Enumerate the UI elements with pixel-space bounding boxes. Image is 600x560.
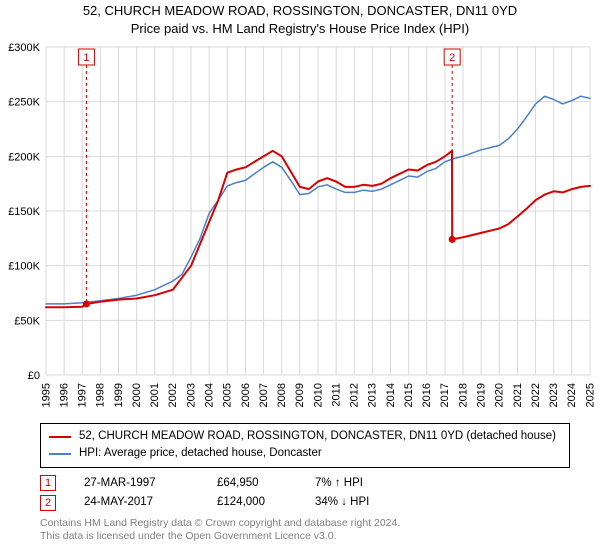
- legend-swatch: [49, 453, 71, 455]
- svg-text:2012: 2012: [349, 383, 361, 407]
- svg-text:£0: £0: [28, 370, 40, 382]
- svg-text:1997: 1997: [77, 383, 89, 407]
- svg-text:2008: 2008: [276, 383, 288, 407]
- svg-text:2022: 2022: [530, 383, 542, 407]
- svg-text:1998: 1998: [95, 383, 107, 407]
- svg-text:2017: 2017: [439, 383, 451, 407]
- svg-text:2019: 2019: [476, 383, 488, 407]
- transaction-marker-1: 1: [40, 475, 56, 491]
- svg-text:2021: 2021: [512, 383, 524, 407]
- svg-text:2002: 2002: [167, 383, 179, 407]
- svg-text:2018: 2018: [457, 383, 469, 407]
- svg-text:2004: 2004: [203, 383, 215, 407]
- svg-text:2005: 2005: [222, 383, 234, 407]
- legend-swatch: [49, 436, 71, 438]
- svg-text:1996: 1996: [58, 383, 70, 407]
- svg-text:2023: 2023: [548, 383, 560, 407]
- svg-text:£150K: £150K: [8, 206, 40, 218]
- svg-text:2013: 2013: [367, 383, 379, 407]
- svg-text:£50K: £50K: [14, 315, 40, 327]
- transactions-table: 1 27-MAR-1997 £64,950 7% ↑ HPI 2 24-MAY-…: [40, 474, 570, 513]
- svg-text:2: 2: [449, 52, 455, 64]
- svg-text:2020: 2020: [494, 383, 506, 407]
- svg-text:2016: 2016: [421, 383, 433, 407]
- svg-text:£100K: £100K: [8, 261, 40, 273]
- transaction-price: £124,000: [217, 493, 287, 513]
- legend-item: 52, CHURCH MEADOW ROAD, ROSSINGTON, DONC…: [49, 428, 561, 445]
- svg-text:2011: 2011: [330, 383, 342, 407]
- footer-line: Contains HM Land Registry data © Crown c…: [40, 517, 570, 531]
- table-row: 1 27-MAR-1997 £64,950 7% ↑ HPI: [40, 474, 570, 494]
- legend-label: HPI: Average price, detached house, Donc…: [79, 445, 322, 462]
- svg-text:2001: 2001: [149, 383, 161, 407]
- transaction-date: 24-MAY-2017: [84, 493, 189, 513]
- legend-item: HPI: Average price, detached house, Donc…: [49, 445, 561, 462]
- svg-text:2025: 2025: [584, 383, 596, 407]
- svg-text:2007: 2007: [258, 383, 270, 407]
- transaction-marker-2: 2: [40, 495, 56, 511]
- svg-text:£200K: £200K: [8, 151, 40, 163]
- footer-attribution: Contains HM Land Registry data © Crown c…: [40, 517, 570, 544]
- chart-title: 52, CHURCH MEADOW ROAD, ROSSINGTON, DONC…: [0, 2, 600, 37]
- svg-text:2015: 2015: [403, 383, 415, 407]
- legend-label: 52, CHURCH MEADOW ROAD, ROSSINGTON, DONC…: [79, 428, 556, 445]
- table-row: 2 24-MAY-2017 £124,000 34% ↓ HPI: [40, 493, 570, 513]
- footer-line: This data is licensed under the Open Gov…: [40, 530, 570, 544]
- transaction-price: £64,950: [217, 474, 287, 494]
- svg-text:£300K: £300K: [8, 42, 40, 54]
- title-subtitle: Price paid vs. HM Land Registry's House …: [0, 20, 600, 38]
- title-address: 52, CHURCH MEADOW ROAD, ROSSINGTON, DONC…: [0, 2, 600, 20]
- transaction-pct: 34% ↓ HPI: [315, 493, 405, 513]
- svg-text:2009: 2009: [294, 383, 306, 407]
- svg-text:2014: 2014: [385, 383, 397, 407]
- svg-text:2006: 2006: [240, 383, 252, 407]
- svg-text:2024: 2024: [566, 383, 578, 407]
- svg-text:2000: 2000: [131, 383, 143, 407]
- price-chart: £0 £50K £100K £150K £200K £250K £300K 1995 1996 1…: [0, 39, 600, 419]
- svg-text:1: 1: [83, 52, 89, 64]
- svg-text:£250K: £250K: [8, 97, 40, 109]
- svg-text:1999: 1999: [113, 383, 125, 407]
- svg-text:2003: 2003: [185, 383, 197, 407]
- transaction-date: 27-MAR-1997: [84, 474, 189, 494]
- svg-text:1995: 1995: [40, 383, 52, 407]
- transaction-pct: 7% ↑ HPI: [315, 474, 405, 494]
- legend: 52, CHURCH MEADOW ROAD, ROSSINGTON, DONC…: [40, 423, 570, 468]
- svg-text:2010: 2010: [312, 383, 324, 407]
